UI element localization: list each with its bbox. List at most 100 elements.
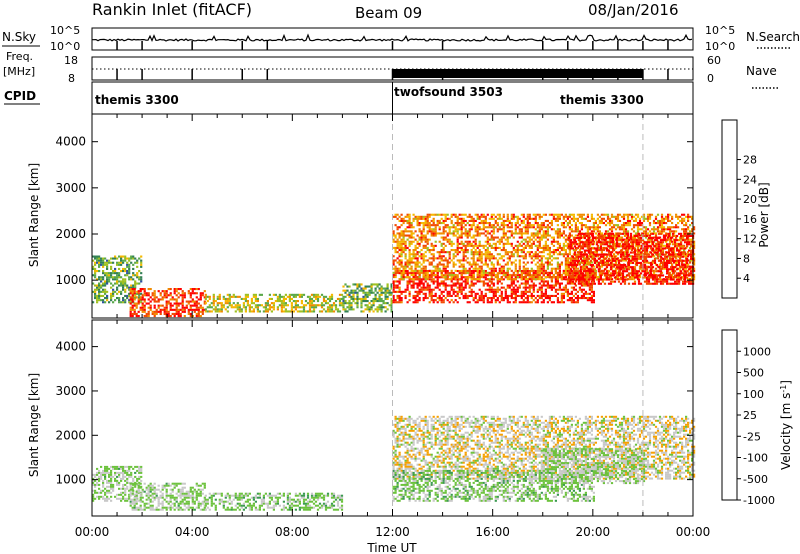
- echo-cell: [432, 222, 435, 225]
- echo-cell: [534, 278, 537, 281]
- echo-cell: [504, 242, 507, 245]
- echo-cell: [296, 304, 299, 307]
- echo-cell: [522, 299, 525, 302]
- echo-cell: [430, 253, 433, 256]
- echo-cell: [492, 213, 495, 216]
- echo-cell: [410, 222, 413, 225]
- echo-cell: [589, 243, 592, 246]
- echo-cell: [516, 251, 519, 254]
- echo-cell: [560, 224, 563, 227]
- echo-cell: [506, 294, 509, 297]
- echo-cell: [530, 297, 533, 300]
- echo-cell: [544, 236, 547, 239]
- echo-cell: [134, 286, 137, 289]
- echo-cell: [362, 300, 365, 303]
- echo-cell: [386, 295, 389, 298]
- echo-cell: [232, 293, 235, 296]
- echo-cell: [552, 238, 555, 241]
- echo-cell: [518, 301, 521, 304]
- echo-cell: [416, 272, 419, 275]
- echo-cell: [536, 234, 539, 237]
- echo-cell: [390, 287, 393, 290]
- echo-cell: [534, 257, 537, 260]
- echo-cell: [488, 286, 491, 289]
- echo-cell: [554, 288, 557, 291]
- echo-cell: [122, 261, 125, 264]
- echo-cell: [380, 287, 383, 290]
- echo-cell: [638, 222, 642, 225]
- echo-cell: [536, 253, 539, 256]
- echo-cell: [614, 278, 618, 281]
- echo-cell: [191, 288, 194, 291]
- echo-cell: [310, 304, 314, 307]
- echo-cell: [177, 312, 180, 315]
- echo-cell: [272, 306, 275, 309]
- echo-cell: [456, 301, 459, 304]
- echo-cell: [464, 282, 467, 285]
- echo-cell: [175, 302, 178, 305]
- echo-cell: [524, 272, 527, 275]
- echo-cell: [412, 236, 415, 239]
- echo-cell: [534, 217, 537, 220]
- echo-cell: [538, 236, 541, 239]
- echo-cell: [560, 299, 563, 302]
- echo-cell: [564, 265, 567, 268]
- echo-cell: [416, 284, 419, 287]
- echo-cell: [556, 257, 559, 260]
- echo-cell: [378, 297, 381, 300]
- echo-cell: [352, 295, 355, 298]
- echo-cell: [528, 213, 531, 216]
- echo-cell: [590, 286, 593, 289]
- echo-cell: [165, 304, 168, 307]
- echo-cell: [622, 267, 626, 270]
- echo-cell: [402, 251, 405, 254]
- echo-cell: [610, 219, 614, 222]
- echo-cell: [106, 259, 109, 262]
- echo-cell: [322, 304, 326, 307]
- echo-cell: [94, 288, 97, 291]
- echo-cell: [112, 278, 115, 281]
- echo-cell: [584, 226, 587, 229]
- echo-cell: [522, 278, 525, 281]
- echo-cell: [424, 280, 427, 283]
- echo-cell: [470, 226, 473, 229]
- echo-cell: [466, 269, 469, 272]
- echo-cell: [530, 276, 533, 279]
- echo-cell: [426, 222, 429, 225]
- echo-cell: [474, 244, 477, 247]
- echo-cell: [165, 308, 168, 311]
- echo-cell: [665, 215, 668, 218]
- echo-cell: [452, 261, 455, 264]
- echo-cell: [456, 259, 459, 262]
- echo-cell: [274, 293, 277, 296]
- echo-cell: [636, 213, 640, 216]
- echo-cell: [624, 230, 628, 233]
- echo-cell: [312, 304, 316, 307]
- echo-cell: [583, 237, 586, 240]
- echo-cell: [591, 251, 594, 254]
- echo-cell: [364, 297, 367, 300]
- echo-cell: [126, 261, 129, 264]
- echo-cell: [689, 278, 692, 281]
- echo-cell: [218, 297, 221, 300]
- echo-cell: [693, 226, 696, 229]
- echo-cell: [512, 253, 515, 256]
- echo-cell: [191, 308, 194, 311]
- echo-cell: [596, 230, 599, 233]
- echo-cell: [143, 288, 146, 291]
- echo-cell: [546, 276, 549, 279]
- echo-cell: [490, 238, 493, 241]
- echo-cell: [458, 288, 461, 291]
- echo-cell: [486, 288, 489, 291]
- echo-cell: [476, 215, 479, 218]
- echo-cell: [580, 290, 583, 293]
- echo-cell: [130, 257, 133, 260]
- echo-cell: [153, 304, 156, 307]
- echo-cell: [492, 284, 495, 287]
- echo-cell: [542, 255, 545, 258]
- echo-cell: [444, 267, 447, 270]
- echo-cell: [486, 265, 489, 268]
- echo-cell: [354, 302, 357, 305]
- echo-cell: [197, 288, 200, 291]
- echo-cell: [552, 276, 555, 279]
